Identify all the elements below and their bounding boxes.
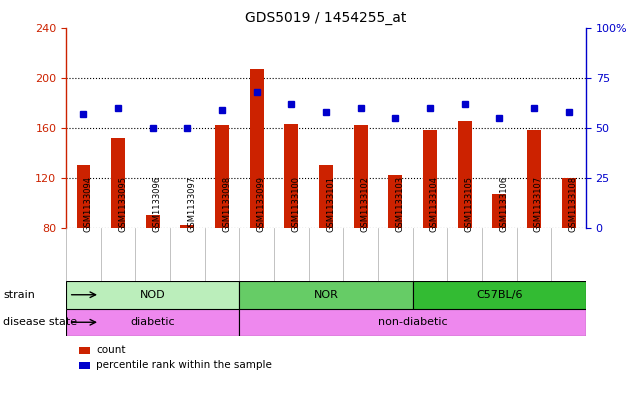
Text: GSM1133107: GSM1133107 bbox=[534, 176, 543, 232]
Bar bbox=[493, 194, 507, 228]
Text: GSM1133095: GSM1133095 bbox=[118, 176, 127, 232]
Bar bbox=[457, 121, 471, 228]
Bar bbox=[413, 281, 586, 309]
Bar bbox=[111, 138, 125, 228]
Text: GSM1133098: GSM1133098 bbox=[222, 176, 231, 232]
Text: count: count bbox=[96, 345, 126, 355]
Bar bbox=[285, 124, 299, 228]
Bar bbox=[423, 130, 437, 228]
Text: non-diabetic: non-diabetic bbox=[378, 317, 447, 327]
Text: GSM1133097: GSM1133097 bbox=[188, 176, 197, 232]
Text: NOD: NOD bbox=[140, 290, 166, 300]
Text: GSM1133094: GSM1133094 bbox=[83, 176, 93, 232]
Bar bbox=[146, 215, 160, 228]
Bar bbox=[181, 226, 194, 228]
Bar bbox=[388, 175, 402, 228]
Text: GSM1133100: GSM1133100 bbox=[291, 176, 301, 232]
Bar bbox=[66, 309, 239, 336]
Text: C57BL/6: C57BL/6 bbox=[476, 290, 522, 300]
Bar bbox=[76, 165, 91, 228]
Text: GSM1133108: GSM1133108 bbox=[568, 176, 578, 232]
Text: diabetic: diabetic bbox=[130, 317, 175, 327]
Text: GSM1133099: GSM1133099 bbox=[257, 176, 266, 232]
Bar bbox=[239, 309, 586, 336]
Text: GSM1133101: GSM1133101 bbox=[326, 176, 335, 232]
Text: disease state: disease state bbox=[3, 317, 77, 327]
Bar bbox=[66, 281, 239, 309]
Text: GSM1133103: GSM1133103 bbox=[395, 176, 404, 232]
Bar bbox=[215, 125, 229, 228]
Bar bbox=[319, 165, 333, 228]
Text: percentile rank within the sample: percentile rank within the sample bbox=[96, 360, 272, 370]
Bar bbox=[527, 130, 541, 228]
Text: GSM1133105: GSM1133105 bbox=[465, 176, 474, 232]
Text: GSM1133102: GSM1133102 bbox=[360, 176, 370, 232]
Text: GSM1133096: GSM1133096 bbox=[152, 176, 162, 232]
Bar bbox=[562, 178, 576, 228]
Text: NOR: NOR bbox=[314, 290, 338, 300]
Text: GSM1133104: GSM1133104 bbox=[430, 176, 439, 232]
Text: GSM1133106: GSM1133106 bbox=[499, 176, 508, 232]
Text: strain: strain bbox=[3, 290, 35, 300]
Bar bbox=[354, 125, 367, 228]
Title: GDS5019 / 1454255_at: GDS5019 / 1454255_at bbox=[245, 11, 407, 25]
Bar bbox=[249, 69, 263, 228]
Bar bbox=[239, 281, 413, 309]
